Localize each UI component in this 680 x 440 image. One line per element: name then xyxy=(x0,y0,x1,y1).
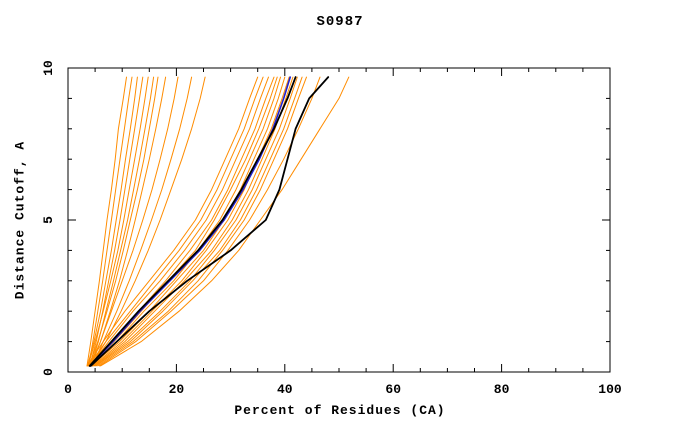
series-m22 xyxy=(95,76,303,367)
series-m17 xyxy=(91,76,281,367)
series-m01 xyxy=(86,76,127,367)
series-m18 xyxy=(90,76,286,367)
series-blue1 xyxy=(89,76,292,367)
x-tick-label: 40 xyxy=(277,382,293,397)
series-m06 xyxy=(90,76,155,367)
x-tick-label: 80 xyxy=(494,382,510,397)
y-tick-label: 5 xyxy=(41,216,56,224)
series-group xyxy=(86,76,350,367)
series-m19 xyxy=(92,76,290,367)
y-tick-labels: 0 5 10 xyxy=(41,60,56,376)
x-tick-labels: 0 20 40 60 80 100 xyxy=(64,382,622,397)
series-m07 xyxy=(88,76,159,367)
x-tick-label: 100 xyxy=(598,382,622,397)
series-black2 xyxy=(89,76,330,367)
plot-border xyxy=(67,67,611,373)
series-m10 xyxy=(91,76,193,367)
x-tick-label: 60 xyxy=(385,382,401,397)
series-m11 xyxy=(90,76,206,367)
series-m16 xyxy=(89,76,278,367)
series-m02 xyxy=(88,76,133,367)
chart-title: S0987 xyxy=(316,14,364,30)
series-m24 xyxy=(98,76,321,367)
axis-ticks xyxy=(67,67,611,373)
series-black1 xyxy=(88,76,297,367)
series-m15 xyxy=(90,76,275,367)
series-m05 xyxy=(87,76,149,367)
x-axis-label: Percent of Residues (CA) xyxy=(234,403,446,418)
series-m23 xyxy=(97,76,307,367)
series-m13 xyxy=(88,76,264,367)
series-m09 xyxy=(89,76,179,367)
series-m08 xyxy=(90,76,167,367)
y-tick-label: 0 xyxy=(41,368,56,376)
series-m21 xyxy=(94,76,298,367)
series-m12 xyxy=(86,76,259,367)
series-m14 xyxy=(89,76,269,367)
x-tick-label: 0 xyxy=(64,382,72,397)
y-tick-label: 10 xyxy=(41,60,56,76)
series-m03 xyxy=(87,76,138,367)
series-m25 xyxy=(100,76,350,367)
x-tick-label: 20 xyxy=(169,382,185,397)
